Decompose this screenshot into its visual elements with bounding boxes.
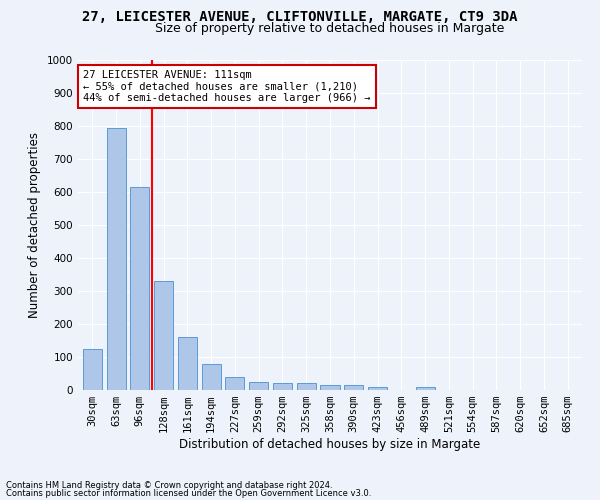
Bar xyxy=(83,349,102,390)
Bar xyxy=(297,384,316,390)
Bar xyxy=(249,382,268,390)
Y-axis label: Number of detached properties: Number of detached properties xyxy=(28,132,41,318)
Text: Contains HM Land Registry data © Crown copyright and database right 2024.: Contains HM Land Registry data © Crown c… xyxy=(6,481,332,490)
Bar xyxy=(154,281,173,390)
Bar xyxy=(226,377,244,390)
Bar xyxy=(273,382,292,390)
Bar xyxy=(368,386,387,390)
Bar xyxy=(416,386,434,390)
Bar xyxy=(130,187,149,390)
Text: Contains public sector information licensed under the Open Government Licence v3: Contains public sector information licen… xyxy=(6,488,371,498)
Bar xyxy=(178,337,197,390)
Text: 27 LEICESTER AVENUE: 111sqm
← 55% of detached houses are smaller (1,210)
44% of : 27 LEICESTER AVENUE: 111sqm ← 55% of det… xyxy=(83,70,371,103)
Bar xyxy=(344,385,363,390)
Title: Size of property relative to detached houses in Margate: Size of property relative to detached ho… xyxy=(155,22,505,35)
Bar xyxy=(107,128,125,390)
Bar xyxy=(320,385,340,390)
Bar xyxy=(202,364,221,390)
X-axis label: Distribution of detached houses by size in Margate: Distribution of detached houses by size … xyxy=(179,438,481,451)
Text: 27, LEICESTER AVENUE, CLIFTONVILLE, MARGATE, CT9 3DA: 27, LEICESTER AVENUE, CLIFTONVILLE, MARG… xyxy=(82,10,518,24)
